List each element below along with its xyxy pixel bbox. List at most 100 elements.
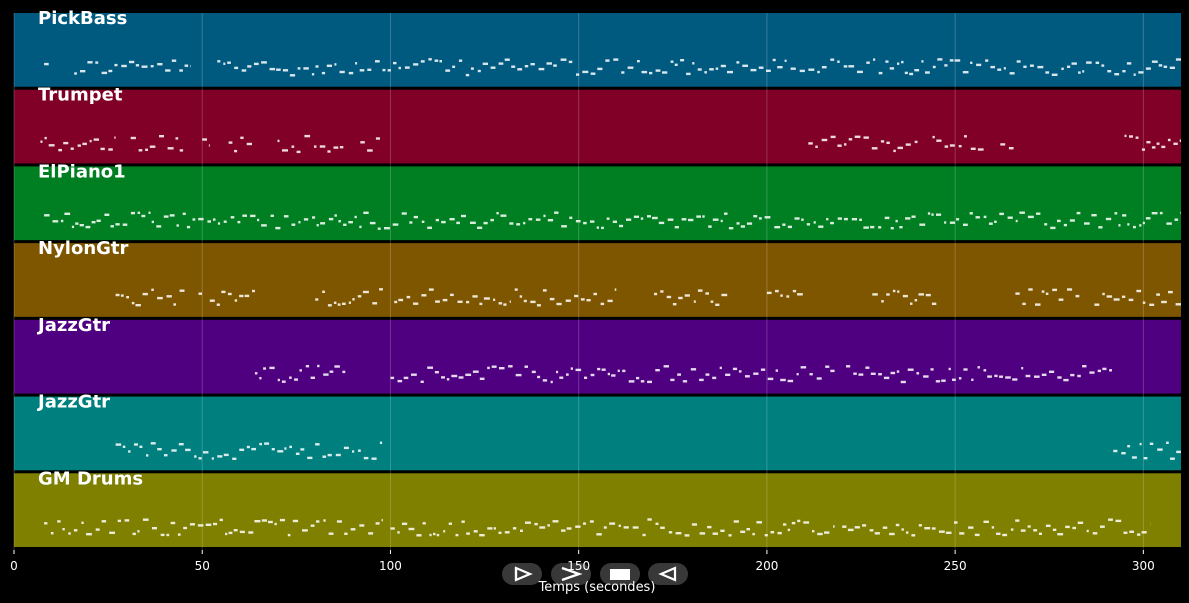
- note: [896, 370, 900, 373]
- note: [80, 70, 86, 73]
- track-0: PickBass: [14, 8, 1181, 87]
- note: [64, 212, 71, 215]
- note: [246, 445, 250, 449]
- note: [70, 147, 74, 150]
- note: [842, 525, 847, 528]
- track-band: [14, 319, 1181, 394]
- note: [114, 63, 118, 67]
- note: [890, 371, 896, 375]
- note: [275, 226, 281, 230]
- note: [576, 73, 580, 76]
- note: [367, 149, 373, 152]
- note: [1157, 448, 1163, 451]
- note: [433, 532, 436, 536]
- note: [901, 528, 904, 531]
- note: [1163, 65, 1168, 68]
- note: [775, 369, 778, 372]
- note: [593, 292, 597, 296]
- note: [57, 520, 61, 523]
- note: [359, 69, 365, 72]
- note: [207, 220, 211, 223]
- note: [866, 61, 870, 64]
- note: [848, 65, 855, 68]
- note: [450, 293, 454, 297]
- note: [1122, 214, 1127, 217]
- note: [821, 138, 828, 142]
- note: [457, 300, 463, 303]
- note: [1142, 301, 1146, 304]
- note: [954, 521, 958, 524]
- note: [528, 218, 533, 221]
- note: [164, 454, 168, 457]
- note: [945, 531, 952, 534]
- note: [756, 521, 762, 524]
- note: [666, 295, 672, 299]
- note: [171, 449, 177, 452]
- note: [343, 223, 347, 226]
- note: [115, 443, 122, 446]
- note: [605, 59, 610, 62]
- note: [863, 136, 869, 139]
- note: [607, 299, 613, 303]
- note: [422, 522, 426, 525]
- note: [736, 61, 740, 64]
- note: [1027, 215, 1034, 219]
- note: [401, 212, 407, 215]
- note: [547, 524, 550, 527]
- note: [157, 448, 162, 451]
- note: [918, 524, 922, 527]
- note: [283, 215, 289, 218]
- note: [1027, 525, 1031, 528]
- note: [493, 298, 496, 301]
- note: [1057, 376, 1062, 379]
- note: [780, 294, 783, 297]
- next-control[interactable]: [551, 563, 591, 585]
- note: [886, 293, 890, 296]
- note: [503, 303, 507, 306]
- note: [944, 221, 947, 224]
- note: [884, 216, 890, 220]
- note: [434, 59, 439, 62]
- note: [824, 531, 830, 534]
- note: [128, 450, 131, 453]
- note: [79, 224, 84, 227]
- note: [854, 526, 860, 529]
- note: [601, 368, 606, 371]
- note: [1149, 303, 1155, 306]
- note: [377, 227, 381, 230]
- note: [202, 138, 207, 141]
- note: [531, 370, 536, 374]
- note: [338, 220, 341, 223]
- note: [1082, 365, 1087, 368]
- note: [387, 69, 391, 72]
- note: [240, 136, 244, 139]
- note: [323, 519, 326, 522]
- note: [166, 533, 170, 537]
- note: [777, 66, 783, 69]
- note: [248, 531, 254, 534]
- x-tick-label: 150: [567, 559, 590, 573]
- note: [565, 299, 571, 302]
- note: [921, 60, 924, 63]
- note: [611, 374, 616, 377]
- note: [688, 218, 694, 222]
- note: [442, 298, 448, 302]
- note: [443, 530, 446, 533]
- step-back-control[interactable]: [648, 563, 688, 585]
- stop-control[interactable]: [600, 563, 640, 585]
- note: [670, 378, 675, 382]
- note: [1052, 528, 1057, 531]
- note: [760, 368, 766, 371]
- note: [142, 292, 148, 296]
- note: [311, 73, 315, 76]
- note: [479, 377, 485, 380]
- note: [404, 66, 410, 69]
- note: [1139, 224, 1142, 227]
- note: [190, 64, 191, 68]
- note: [397, 531, 400, 534]
- note: [865, 366, 870, 369]
- note: [299, 369, 302, 372]
- step-forward-control[interactable]: [502, 563, 542, 585]
- note: [975, 216, 980, 219]
